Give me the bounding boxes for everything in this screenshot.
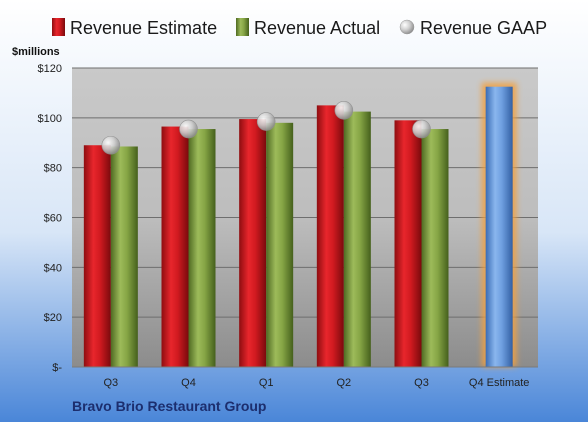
- gridlines: [72, 67, 538, 318]
- marker-revenue-gaap: [101, 135, 121, 155]
- legend-swatch-actual: [236, 18, 249, 36]
- bar-revenue-estimate: [161, 126, 189, 367]
- x-tick-label: Q3: [414, 377, 429, 389]
- bar-revenue-actual: [266, 122, 294, 367]
- bar-revenue-estimate: [239, 119, 267, 368]
- y-tick-label: $60: [44, 213, 62, 225]
- marker-revenue-gaap: [256, 112, 276, 131]
- x-tick-label: Q4: [181, 377, 196, 389]
- legend-label-actual: Revenue Actual: [254, 18, 380, 38]
- x-tick-label: Q3: [103, 377, 118, 389]
- legend-swatch-estimate: [52, 18, 65, 36]
- y-axis-ticks: $- $20 $40 $60 $80 $100 $120: [38, 63, 63, 374]
- y-tick-label: $120: [38, 63, 62, 75]
- x-tick-label: Q4 Estimate: [469, 377, 530, 389]
- bar-revenue-actual: [110, 146, 138, 367]
- bar-revenue-actual: [421, 129, 449, 367]
- legend-label-gaap: Revenue GAAP: [420, 18, 547, 38]
- y-unit-label: $millions: [12, 46, 60, 58]
- x-axis-ticks: Q3 Q4 Q1 Q2 Q3 Q4 Estimate: [103, 377, 529, 389]
- y-tick-label: $-: [52, 362, 62, 374]
- y-tick-label: $80: [44, 163, 62, 175]
- bar-q4-estimate: [485, 86, 513, 367]
- legend-label-estimate: Revenue Estimate: [70, 18, 217, 38]
- y-tick-label: $40: [44, 262, 62, 274]
- y-tick-label: $100: [38, 113, 62, 125]
- marker-revenue-gaap: [334, 101, 354, 120]
- bar-revenue-actual: [188, 129, 216, 367]
- legend-marker-gaap: [399, 19, 415, 35]
- legend: Revenue Estimate Revenue Actual Revenue …: [52, 18, 547, 38]
- gaap-markers: [101, 101, 431, 155]
- company-name: Bravo Brio Restaurant Group: [72, 398, 266, 414]
- y-tick-label: $20: [44, 312, 62, 324]
- bar-revenue-actual: [343, 111, 371, 368]
- bar-revenue-estimate: [316, 105, 344, 367]
- bar-revenue-estimate: [83, 145, 111, 367]
- bars: [83, 82, 517, 368]
- bar-revenue-estimate: [394, 120, 422, 367]
- marker-revenue-gaap: [412, 119, 431, 139]
- x-tick-label: Q1: [259, 377, 274, 389]
- x-tick-label: Q2: [336, 377, 351, 389]
- marker-revenue-gaap: [179, 119, 198, 139]
